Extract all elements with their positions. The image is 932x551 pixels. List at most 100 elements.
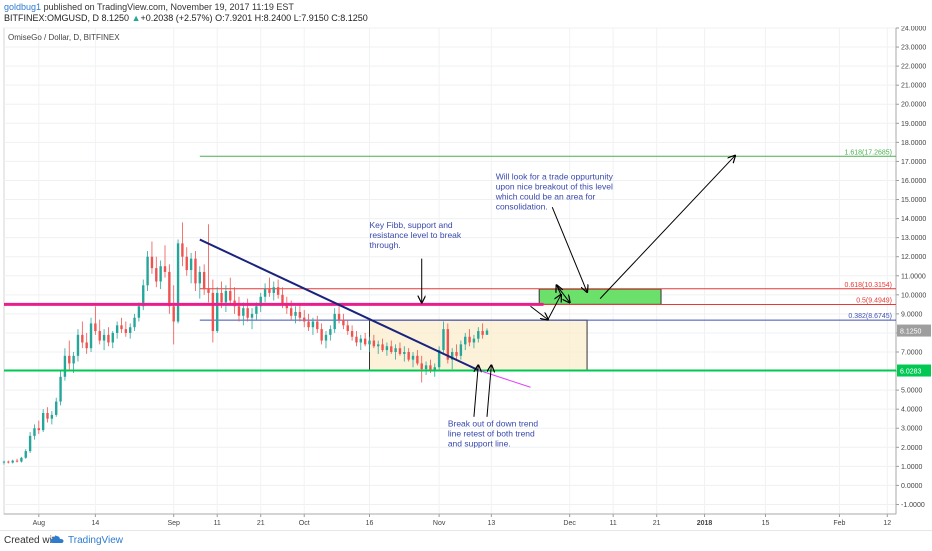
- candle-body: [477, 331, 480, 339]
- candle-body: [281, 294, 284, 305]
- candle-body: [316, 321, 319, 330]
- candle-body: [28, 435, 32, 452]
- y-tick-label: 19.0000: [901, 121, 926, 128]
- candle-body: [163, 266, 167, 272]
- candle-body: [481, 331, 484, 335]
- y-tick-label: 16.0000: [901, 178, 926, 185]
- candle-body: [7, 461, 10, 463]
- x-tick-label: 21: [257, 520, 265, 527]
- candle-body: [368, 340, 371, 345]
- candle-body: [424, 365, 428, 370]
- author-link[interactable]: goldbug1: [4, 2, 42, 12]
- candle-body: [46, 412, 49, 419]
- x-tick-label: Nov: [433, 520, 446, 527]
- y-tick-label: 21.0000: [901, 83, 926, 90]
- y-tick-label: 14.0000: [901, 216, 926, 223]
- candle-body: [89, 323, 93, 349]
- candle-body: [155, 268, 158, 282]
- plot-area: [3, 27, 897, 515]
- annotation-arrow: [551, 206, 587, 292]
- x-tick-label: Dec: [563, 520, 576, 527]
- price-chart[interactable]: -1.0000 0.0000 1.0000 2.0000 3.0000 4.0000 5.0…: [0, 26, 932, 530]
- candle-body: [59, 376, 62, 402]
- candle-body: [255, 306, 258, 314]
- annotation-line: resistance level to break: [370, 230, 462, 240]
- y-tick-label: 7.0000: [901, 350, 923, 357]
- candle-body: [202, 271, 206, 290]
- candle-body: [411, 355, 415, 360]
- close-value: 8.1250: [340, 13, 368, 23]
- candle-body: [142, 285, 145, 307]
- y-tick-label: 0.0000: [901, 483, 923, 490]
- candle-body: [307, 321, 310, 328]
- candle-body: [390, 346, 393, 352]
- x-tick-label: 11: [214, 520, 221, 527]
- annotation-line: through.: [370, 240, 401, 250]
- high-value: 8.2400: [263, 13, 292, 23]
- candle-body: [385, 346, 389, 351]
- last-price-label: 8.1250: [900, 329, 922, 336]
- annotation-line: and support line.: [448, 438, 511, 448]
- candle-body: [41, 412, 45, 431]
- candle-body: [394, 348, 397, 352]
- annotation-line: consolidation.: [496, 202, 548, 212]
- x-tick-label: 16: [366, 520, 374, 527]
- annotation-line: Key Fibb, support and: [370, 220, 453, 230]
- trendline: [199, 238, 479, 372]
- y-tick-label: -1.0000: [901, 502, 925, 509]
- support-price-label: 6.0283: [900, 369, 922, 376]
- annotation-arrow: [530, 305, 547, 319]
- y-tick-label: 15.0000: [901, 197, 926, 204]
- candle-body: [216, 292, 219, 332]
- x-tick-label: 15: [762, 520, 770, 527]
- candle-body: [311, 321, 315, 328]
- publish-line: goldbug1 published on TradingView.com, N…: [4, 2, 294, 12]
- candle-body: [485, 330, 489, 335]
- trendline: [478, 369, 531, 388]
- candle-body: [176, 243, 180, 322]
- candle-body: [263, 289, 267, 297]
- up-triangle-icon: ▲: [131, 13, 141, 23]
- ohlc-line: BITFINEX:OMGUSD, D 8.1250 ▲+0.2038 (+2.5…: [4, 13, 368, 23]
- symbol-label: BITFINEX:OMGUSD, D: [4, 13, 100, 23]
- candle-body: [298, 311, 302, 318]
- fib-level-label: 0.5(9.4949): [856, 297, 892, 304]
- footer: Created with TradingView: [0, 530, 932, 551]
- tradingview-brand[interactable]: TradingView: [68, 535, 124, 546]
- x-tick-label: 11: [610, 520, 617, 527]
- close-label: C:: [331, 13, 341, 23]
- annotation-arrow: [599, 156, 735, 299]
- candle-body: [272, 287, 275, 293]
- candle-body: [102, 334, 106, 341]
- candle-body: [324, 334, 328, 341]
- candle-body: [398, 348, 402, 354]
- price-value: 8.1250: [101, 13, 130, 23]
- candle-body: [355, 336, 358, 343]
- y-tick-label: 20.0000: [901, 102, 926, 109]
- candle-body: [329, 329, 332, 335]
- y-tick-label: 1.0000: [901, 464, 923, 471]
- candle-body: [320, 329, 323, 341]
- candle-body: [220, 292, 223, 303]
- candle-body: [381, 344, 384, 351]
- x-tick-label: Sep: [167, 520, 180, 527]
- annotation-line: line retest of both trend: [448, 428, 535, 438]
- annotation-arrow: [547, 295, 561, 320]
- candle-body: [181, 243, 184, 257]
- x-tick-label: Feb: [833, 520, 845, 527]
- candle-body: [146, 256, 149, 286]
- candle-body: [446, 329, 450, 360]
- candle-body: [429, 365, 432, 372]
- candle-body: [289, 308, 293, 316]
- candle-body: [94, 323, 97, 332]
- x-tick-label: 2018: [697, 520, 713, 527]
- candle-body: [276, 287, 280, 295]
- candle-body: [420, 363, 423, 370]
- candle-body: [185, 256, 188, 271]
- fib-level-label: 1.618(17.2685): [845, 149, 892, 156]
- candle-body: [403, 352, 406, 354]
- y-tick-label: 23.0000: [901, 45, 926, 52]
- y-tick-label: 24.0000: [901, 26, 926, 33]
- fib-level-label: 0.382(8.6745): [848, 313, 892, 320]
- y-tick-label: 11.0000: [901, 273, 926, 280]
